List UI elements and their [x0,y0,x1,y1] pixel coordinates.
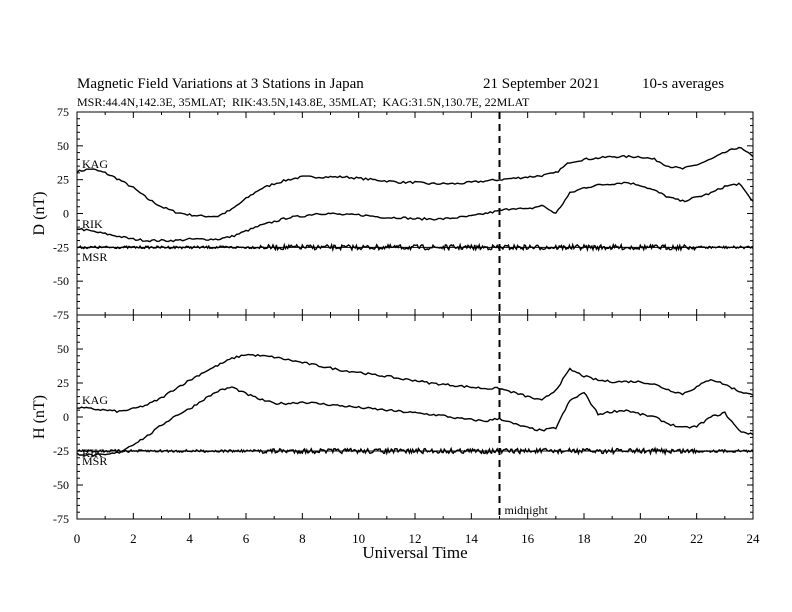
h-label-msr: MSR [82,454,107,468]
figure-averaging: 10-s averages [642,76,724,92]
overlay: midnight [498,112,549,519]
h-panel-frame [76,314,754,520]
x-tick-label: 14 [465,531,479,546]
x-tick-label: 16 [521,531,535,546]
y-tick-label: 25 [57,173,69,187]
h-label-rik: RIK [82,446,103,460]
d-panel: 75 50 25 0 -25 -50 -75 D (nT) KAG RIK MSR [31,105,754,322]
x-tick-label: 6 [243,531,250,546]
midnight-label: midnight [505,503,549,517]
x-tick-label: 8 [299,531,306,546]
y-tick-label: -50 [53,274,69,288]
x-tick-label: 0 [74,531,81,546]
h-rik-trace [76,386,754,457]
d-kag-trace [76,146,754,218]
x-tick-label: 12 [409,531,422,546]
h-kag-trace [76,353,754,414]
x-axis-label: Universal Time [362,543,467,562]
x-tick-label: 18 [578,531,591,546]
y-tick-label: -75 [53,512,69,526]
y-tick-label: 25 [57,376,69,390]
x-tick-label: 24 [747,531,761,546]
y-tick-label: 0 [63,410,69,424]
station-coordinates: MSR:44.4N,142.3E, 35MLAT; RIK:43.5N,143.… [77,95,530,109]
x-tick-label: 2 [130,531,137,546]
x-tick-label: 22 [690,531,703,546]
d-axis-label: D (nT) [31,192,48,236]
x-tick-label: 4 [186,531,193,546]
figure-title: Magnetic Field Variations at 3 Stations … [77,76,364,92]
y-tick-label: -75 [53,308,69,322]
d-label-kag: KAG [82,157,108,171]
y-tick-label: 50 [57,139,69,153]
x-tick-label: 10 [352,531,365,546]
y-tick-label: 75 [57,105,69,119]
figure-date: 21 September 2021 [483,76,600,92]
y-tick-label: -50 [53,478,69,492]
y-tick-label: 50 [57,342,69,356]
y-tick-label: -25 [53,444,69,458]
d-label-msr: MSR [82,250,107,264]
d-label-rik: RIK [82,217,103,231]
h-msr-trace [76,446,754,456]
y-tick-label: -25 [53,240,69,254]
d-msr-trace [76,242,754,253]
x-tick-label: 20 [634,531,647,546]
y-tick-label: 0 [63,207,69,221]
h-axis-label: H (nT) [31,395,48,439]
d-rik-trace [76,181,754,243]
h-label-kag: KAG [82,393,108,407]
